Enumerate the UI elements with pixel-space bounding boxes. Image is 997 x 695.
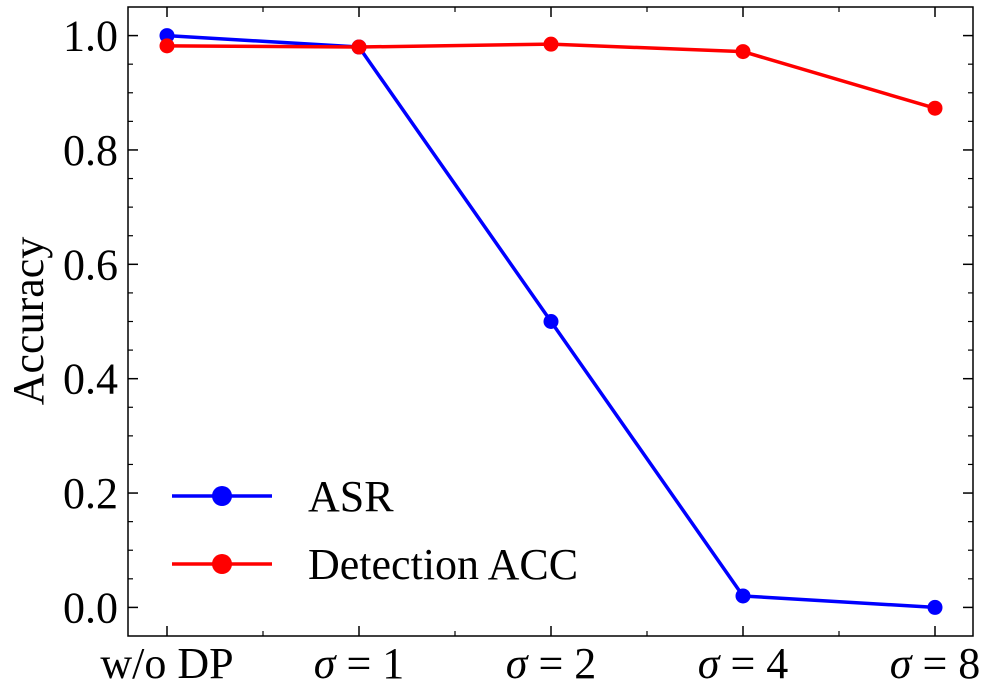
data-point-asr (543, 314, 559, 329)
x-tick-label: w/o DP (100, 639, 233, 688)
data-point-detection-acc (927, 100, 943, 116)
legend-marker-detection-acc (212, 554, 232, 574)
y-axis-label: Accuracy (4, 237, 53, 406)
data-point-detection-acc (351, 39, 367, 55)
data-point-detection-acc (543, 36, 559, 52)
y-tick-label: 1.0 (63, 12, 118, 61)
x-tick-label: σ = 4 (698, 639, 789, 688)
x-tick-label: σ = 1 (314, 639, 405, 688)
data-point-asr (927, 599, 943, 615)
x-tick-labels: w/o DP σ = 1 σ = 2 σ = 4 σ = 8 (100, 639, 980, 688)
major-ticks (128, 7, 973, 636)
x-tick-label: σ = 2 (506, 639, 597, 688)
data-point-detection-acc (735, 44, 751, 60)
y-tick-label: 0.0 (63, 583, 118, 632)
legend-label-detection-acc: Detection ACC (308, 540, 578, 589)
y-tick-label: 0.8 (63, 126, 118, 175)
y-tick-label: 0.2 (63, 469, 118, 518)
legend: ASR Detection ACC (172, 472, 578, 589)
data-point-detection-acc (159, 38, 175, 54)
y-tick-labels: 0.0 0.2 0.4 0.6 0.8 1.0 (63, 12, 118, 633)
minor-ticks (128, 7, 973, 636)
y-tick-label: 0.6 (63, 240, 118, 289)
legend-marker-asr (212, 486, 232, 506)
series-line-detection-acc (166, 42, 936, 110)
data-point-asr (159, 28, 175, 44)
y-tick-label: 0.4 (63, 355, 118, 404)
data-point-asr (735, 588, 751, 604)
series-layer (159, 28, 943, 615)
x-tick-label: σ = 8 (890, 639, 981, 688)
legend-label-asr: ASR (308, 472, 394, 521)
